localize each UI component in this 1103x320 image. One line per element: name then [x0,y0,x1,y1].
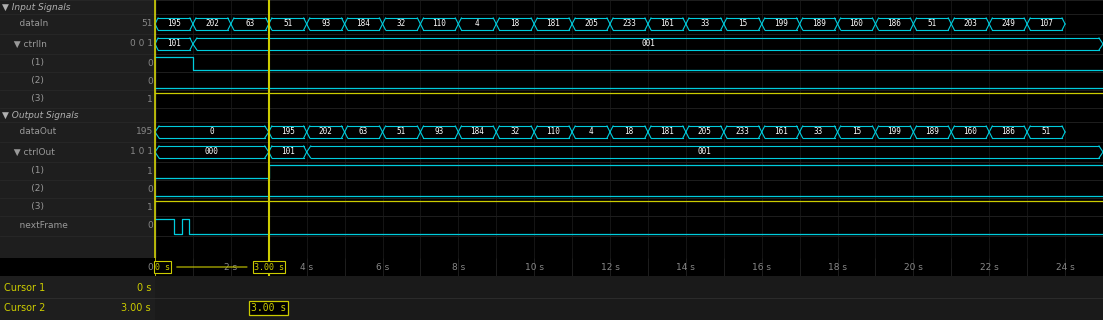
Text: 205: 205 [585,20,598,28]
Text: 33: 33 [814,127,823,137]
Text: 0: 0 [210,127,214,137]
Text: 3.00 s: 3.00 s [121,303,151,313]
Text: 15: 15 [738,20,748,28]
Text: 001: 001 [641,39,655,49]
Text: 160: 160 [963,127,977,137]
Text: 20 s: 20 s [904,262,923,271]
Text: 195: 195 [281,127,295,137]
Text: Cursor 1: Cursor 1 [4,283,45,293]
Text: 4 s: 4 s [300,262,313,271]
Text: 110: 110 [432,20,447,28]
Text: Cursor 2: Cursor 2 [4,303,45,313]
Text: 0: 0 [147,76,153,85]
Text: ▼ ctrlOut: ▼ ctrlOut [8,148,55,156]
Text: 199: 199 [888,127,901,137]
Text: 4: 4 [589,127,593,137]
Text: 32: 32 [511,127,520,137]
Text: dataIn: dataIn [8,20,49,28]
Bar [0,0,156,258]
Text: 202: 202 [205,20,218,28]
Text: 18: 18 [511,20,520,28]
Text: 107: 107 [1039,20,1053,28]
Text: 184: 184 [470,127,484,137]
Text: 0: 0 [147,221,153,230]
Text: 15: 15 [852,127,861,137]
Text: (3): (3) [14,94,44,103]
Text: 22 s: 22 s [979,262,998,271]
Text: 63: 63 [245,20,255,28]
Text: 249: 249 [1002,20,1015,28]
Text: 202: 202 [319,127,333,137]
Text: 51: 51 [283,20,292,28]
Text: 000: 000 [205,148,218,156]
Text: nextFrame: nextFrame [8,221,68,230]
Text: 189: 189 [812,20,825,28]
Text: 233: 233 [736,127,750,137]
Text: 3.00 s: 3.00 s [251,303,287,313]
Text: 16 s: 16 s [752,262,771,271]
Text: 001: 001 [698,148,711,156]
Text: ▼ ctrlIn: ▼ ctrlIn [8,39,46,49]
Text: (2): (2) [14,76,44,85]
Text: 10 s: 10 s [525,262,544,271]
Text: 0 0 1: 0 0 1 [130,39,153,49]
Bar [156,0,1103,258]
Text: 110: 110 [546,127,560,137]
Text: 51: 51 [928,20,936,28]
Text: 186: 186 [1002,127,1015,137]
Text: ▼ Input Signals: ▼ Input Signals [2,3,71,12]
Text: 93: 93 [435,127,445,137]
Text: 233: 233 [622,20,636,28]
Text: 101: 101 [281,148,295,156]
Text: 4: 4 [475,20,480,28]
Text: 203: 203 [963,20,977,28]
Text: 51: 51 [397,127,406,137]
Text: 161: 161 [660,20,674,28]
Text: 161: 161 [773,127,788,137]
Text: 199: 199 [773,20,788,28]
Text: 186: 186 [888,20,901,28]
Text: 33: 33 [700,20,709,28]
Text: 205: 205 [698,127,711,137]
Text: 18: 18 [624,127,633,137]
Bar [0,276,156,320]
Text: 0 s: 0 s [149,262,162,271]
Text: ▼ Output Signals: ▼ Output Signals [2,110,78,119]
Text: 12 s: 12 s [601,262,620,271]
Text: 14 s: 14 s [676,262,695,271]
Text: 51: 51 [141,20,153,28]
Text: 0: 0 [147,59,153,68]
Text: 184: 184 [356,20,371,28]
Text: 0: 0 [147,185,153,194]
Text: 51: 51 [1041,127,1051,137]
Text: 8 s: 8 s [452,262,465,271]
Text: 3.00 s: 3.00 s [254,262,283,271]
Text: 181: 181 [660,127,674,137]
Text: 1: 1 [147,203,153,212]
Text: 24 s: 24 s [1056,262,1074,271]
Text: 160: 160 [849,20,864,28]
Text: 195: 195 [167,20,181,28]
Text: 0 s: 0 s [137,283,151,293]
Text: 32: 32 [397,20,406,28]
Text: 63: 63 [358,127,368,137]
Text: 1: 1 [147,166,153,175]
Text: 195: 195 [136,127,153,137]
Text: 93: 93 [321,20,330,28]
Text: 18 s: 18 s [828,262,847,271]
Text: (2): (2) [14,185,44,194]
Text: (1): (1) [14,59,44,68]
Text: (3): (3) [14,203,44,212]
Text: dataOut: dataOut [8,127,56,137]
Text: 2 s: 2 s [224,262,237,271]
Text: 6 s: 6 s [376,262,389,271]
Text: 101: 101 [167,39,181,49]
Text: 0 s: 0 s [156,262,170,271]
Text: 1 0 1: 1 0 1 [130,148,153,156]
Text: 1: 1 [147,94,153,103]
Text: (1): (1) [14,166,44,175]
Text: 181: 181 [546,20,560,28]
Text: 189: 189 [925,127,940,137]
